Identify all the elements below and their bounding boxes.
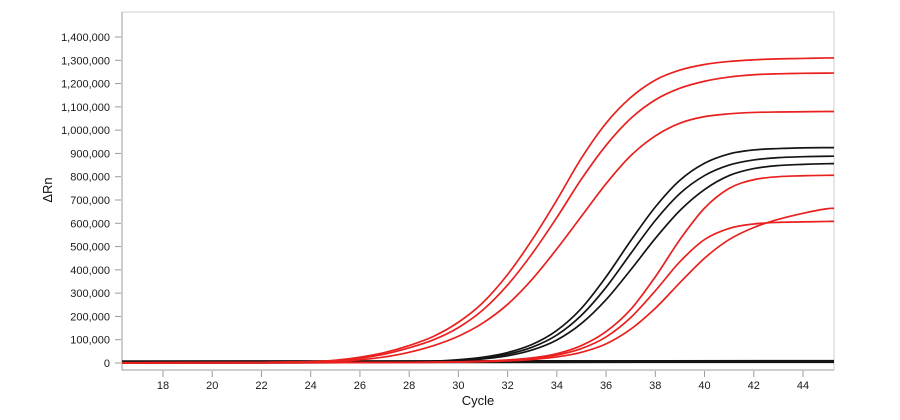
y-tick-label: 400,000 — [70, 265, 110, 277]
x-tick-label: 34 — [551, 380, 563, 392]
x-tick-label: 18 — [157, 380, 169, 392]
x-tick-label: 30 — [452, 380, 464, 392]
x-tick-label: 44 — [797, 380, 809, 392]
x-axis-title: Cycle — [462, 393, 495, 408]
y-tick-label: 1,300,000 — [61, 55, 110, 67]
curve-red-b — [122, 72, 834, 364]
curve-black-b — [122, 155, 834, 364]
y-tick-label: 700,000 — [70, 195, 110, 207]
y-tick-label: 1,400,000 — [61, 32, 110, 44]
x-tick-label: 20 — [206, 380, 218, 392]
curve-black-a — [122, 146, 834, 364]
x-tick-label: 38 — [649, 380, 661, 392]
curve-red-e — [122, 220, 834, 364]
y-tick-label: 500,000 — [70, 242, 110, 254]
curve-red-f — [122, 207, 834, 364]
x-tick-label: 28 — [403, 380, 415, 392]
x-tick-label: 36 — [600, 380, 612, 392]
y-tick-label: 100,000 — [70, 335, 110, 347]
y-tick-label: 300,000 — [70, 288, 110, 300]
y-tick-label: 600,000 — [70, 218, 110, 230]
x-tick-label: 26 — [354, 380, 366, 392]
x-tick-label: 24 — [305, 380, 317, 392]
y-tick-label: 1,000,000 — [61, 125, 110, 137]
x-tick-label: 32 — [501, 380, 513, 392]
y-axis-title: ΔRn — [40, 177, 55, 202]
curve-black-c — [122, 162, 834, 364]
x-tick-label: 40 — [698, 380, 710, 392]
plot-border — [122, 11, 835, 370]
y-tick-label: 800,000 — [70, 172, 110, 184]
y-tick-label: 200,000 — [70, 311, 110, 323]
x-tick-label: 42 — [748, 380, 760, 392]
y-tick-label: 0 — [104, 358, 110, 370]
curve-red-c — [122, 110, 834, 364]
y-tick-label: 1,100,000 — [61, 102, 110, 114]
x-tick-label: 22 — [255, 380, 267, 392]
y-tick-label: 900,000 — [70, 148, 110, 160]
curves-group — [122, 57, 834, 364]
y-tick-label: 1,200,000 — [61, 79, 110, 91]
curve-red-d — [122, 174, 834, 364]
